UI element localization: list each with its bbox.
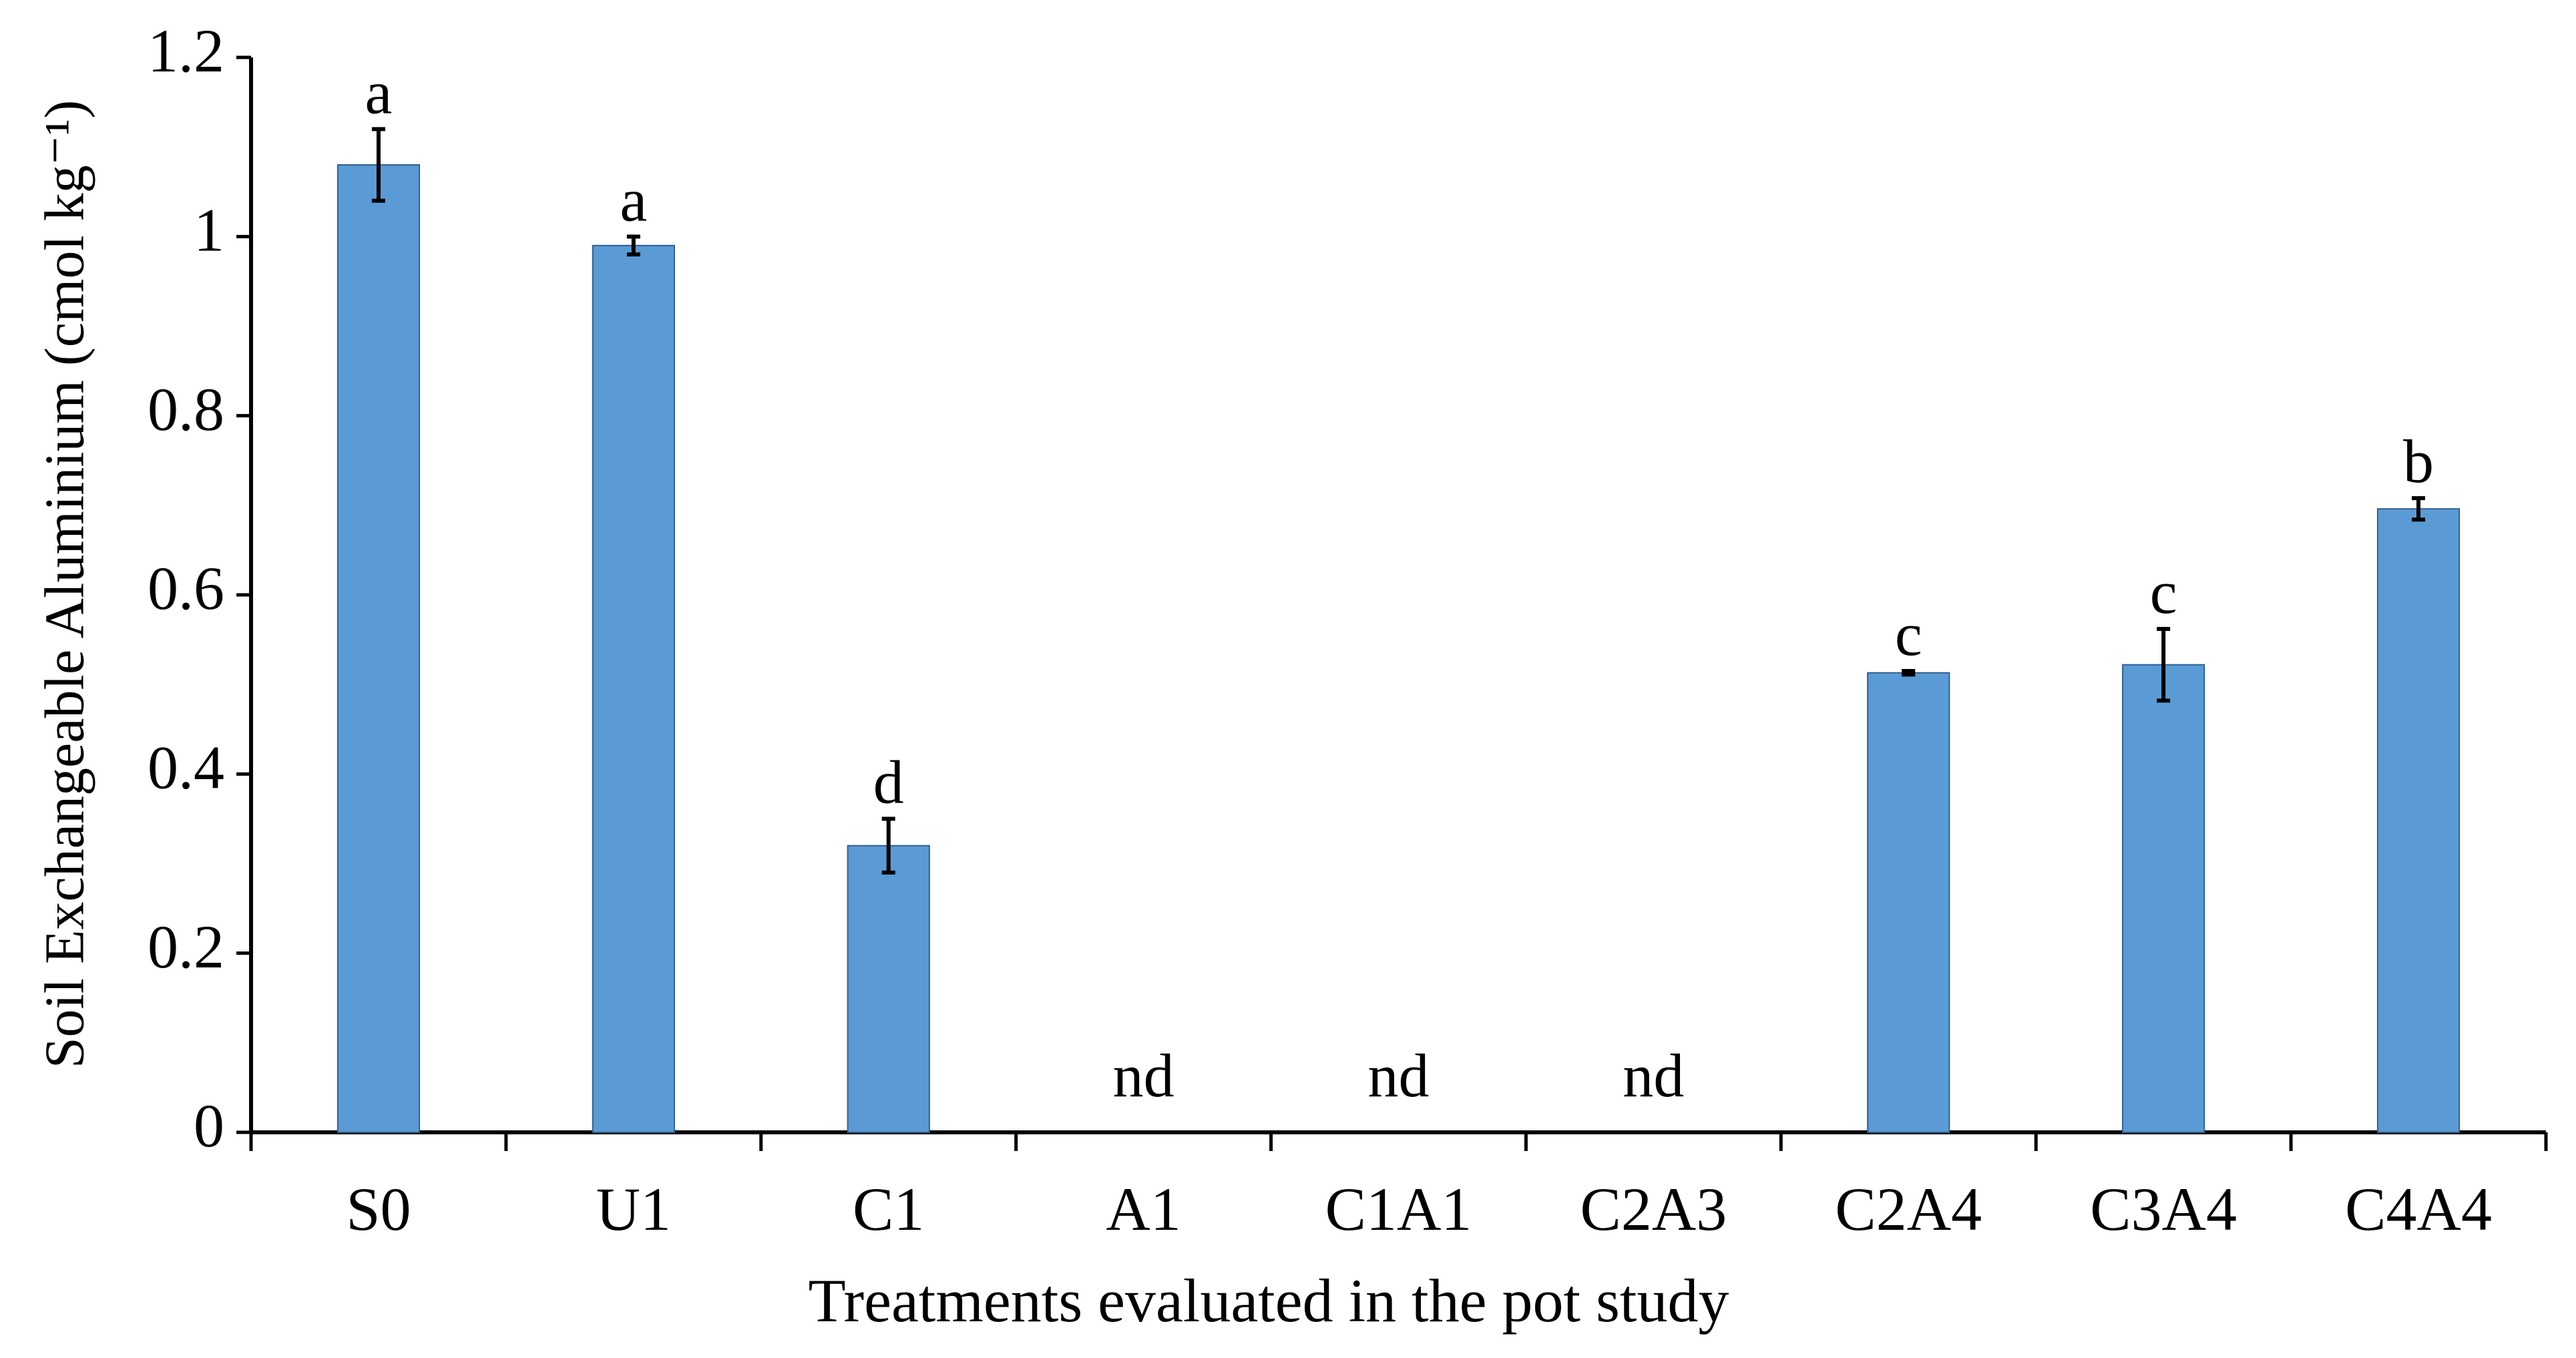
x-tick-label: S0 xyxy=(346,1175,411,1243)
x-tick-label: C2A4 xyxy=(1835,1175,1982,1243)
y-tick-label: 0.6 xyxy=(148,554,224,622)
data-label: c xyxy=(1895,600,1922,668)
data-label: a xyxy=(620,166,647,234)
bar xyxy=(847,845,930,1133)
data-label: d xyxy=(873,748,904,817)
x-tick-label: C4A4 xyxy=(2345,1175,2492,1243)
data-label: a xyxy=(365,58,393,126)
y-tick-label: 0 xyxy=(194,1092,224,1160)
y-tick-label: 1.2 xyxy=(148,17,224,85)
data-label: nd xyxy=(1623,1042,1684,1110)
x-tick-label: A1 xyxy=(1106,1175,1180,1243)
bar xyxy=(2376,508,2460,1133)
data-label: c xyxy=(2150,558,2177,626)
x-tick-label: C3A4 xyxy=(2090,1175,2237,1243)
x-axis-title: Treatments evaluated in the pot study xyxy=(809,1267,1729,1335)
x-tick-label: U1 xyxy=(596,1175,671,1243)
error-bar xyxy=(626,234,640,257)
x-tick-label: C2A3 xyxy=(1580,1175,1727,1243)
bar xyxy=(1867,672,1950,1133)
y-tick-label: 0.2 xyxy=(148,913,224,981)
error-bar xyxy=(371,127,385,203)
x-tick-label: C1 xyxy=(853,1175,924,1243)
x-tick-label: C1A1 xyxy=(1325,1175,1472,1243)
bar xyxy=(2122,664,2205,1133)
error-bar xyxy=(881,817,895,875)
data-label: nd xyxy=(1368,1042,1430,1110)
error-bar xyxy=(2412,496,2426,522)
y-tick-label: 0.4 xyxy=(148,733,224,801)
data-label: b xyxy=(2403,427,2434,495)
y-axis-title: Soil Exchangeable Aluminium (cmol kg⁻¹) xyxy=(33,100,95,1069)
bar xyxy=(337,164,421,1133)
data-label: nd xyxy=(1113,1042,1174,1110)
y-tick-label: 0.8 xyxy=(148,375,224,443)
error-bar xyxy=(2157,626,2171,703)
bar xyxy=(592,244,675,1133)
error-bar xyxy=(1902,669,1916,677)
y-tick-label: 1 xyxy=(194,196,224,264)
